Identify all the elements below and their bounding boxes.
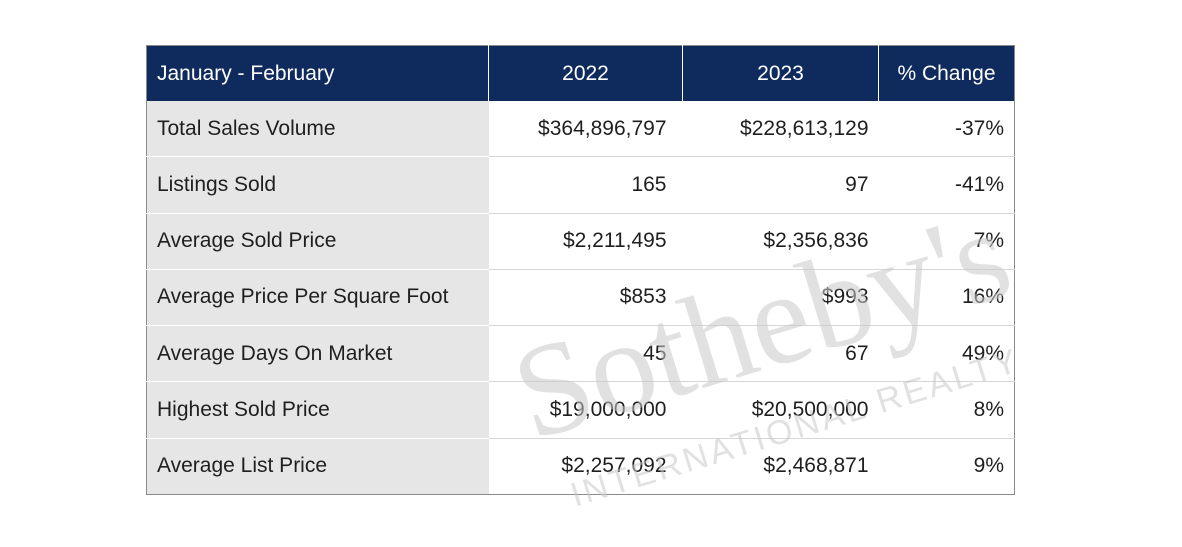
value-change: 9% <box>878 437 1015 495</box>
value-change: 8% <box>878 381 1015 439</box>
value-2022: $364,896,797 <box>538 116 667 140</box>
table-row: Average List Price $2,257,092 $2,468,871… <box>146 437 1015 495</box>
header-percent-change: % Change <box>878 45 1015 101</box>
value-2022: $19,000,000 <box>488 381 683 439</box>
value-2022: 165 <box>488 156 683 214</box>
value-change: -41% <box>878 156 1015 214</box>
header-row: January - February 2022 2023 % Change <box>146 45 1015 101</box>
value-2023: $20,500,000 <box>682 381 879 439</box>
table-row: Highest Sold Price $19,000,000 $20,500,0… <box>146 381 1015 439</box>
value-2022: 45 <box>488 325 683 382</box>
value-2023: $2,356,836 <box>682 212 879 270</box>
value-change: 16% <box>878 268 1015 326</box>
value-change: 7% <box>878 212 1015 270</box>
metric-label: Listings Sold <box>146 156 489 214</box>
value-2022: $2,257,092 <box>488 437 683 495</box>
metric-label: Average Days On Market <box>146 325 489 382</box>
metric-label: Average Sold Price <box>146 212 489 270</box>
metric-label: Total Sales Volume <box>146 101 489 157</box>
table-row: Average Price Per Square Foot $853 $993 … <box>146 268 1015 326</box>
value-2023: $2,468,871 <box>682 437 879 495</box>
metric-label: Highest Sold Price <box>146 381 489 439</box>
table-row: Listings Sold 165 97 -41% <box>146 156 1015 214</box>
value-2023: 97 <box>682 156 879 214</box>
value-change: 49% <box>878 325 1015 382</box>
value-2023: $993 <box>682 268 879 326</box>
market-stats-table: January - February 2022 2023 % Change To… <box>146 45 1015 495</box>
metric-label: Average Price Per Square Foot <box>146 268 489 326</box>
value-change: -37% <box>954 116 1004 140</box>
value-2023: 67 <box>682 325 879 382</box>
header-year-2022: 2022 <box>488 45 683 101</box>
table-row: Total Sales Volume $364,896,797 $228,613… <box>146 101 1015 157</box>
table-row: Average Days On Market 45 67 49% <box>146 325 1015 382</box>
value-2022: $853 <box>488 268 683 326</box>
table-row: Average Sold Price $2,211,495 $2,356,836… <box>146 212 1015 270</box>
value-2022: $2,211,495 <box>488 212 683 270</box>
header-period: January - February <box>146 45 489 101</box>
metric-label: Average List Price <box>146 437 489 495</box>
header-year-2023: 2023 <box>682 45 879 101</box>
value-2023: $228,613,129 <box>740 116 869 140</box>
